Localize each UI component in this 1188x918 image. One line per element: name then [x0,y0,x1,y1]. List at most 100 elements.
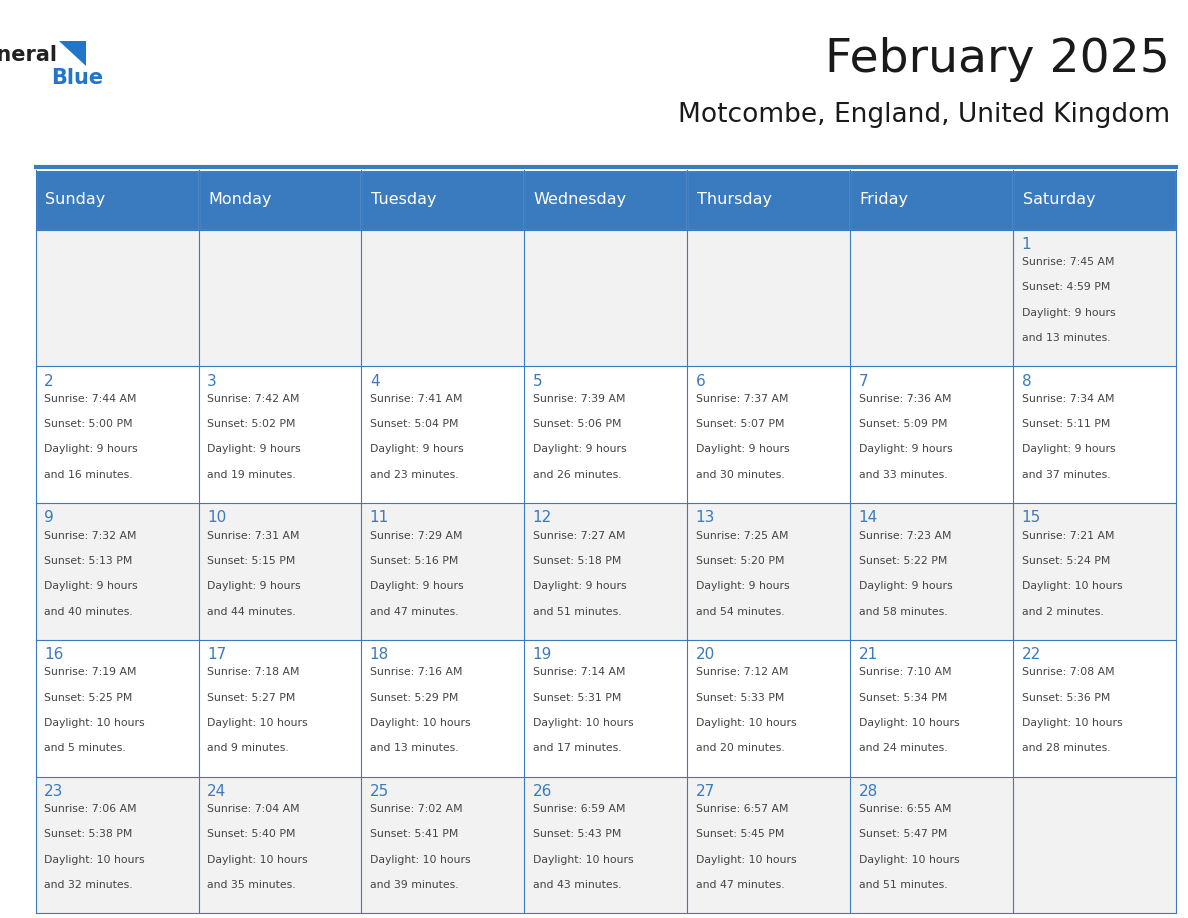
Text: 26: 26 [532,784,552,799]
Text: Sunrise: 7:08 AM: Sunrise: 7:08 AM [1022,667,1114,677]
Text: Sunrise: 7:23 AM: Sunrise: 7:23 AM [859,531,952,541]
Text: Sunset: 5:29 PM: Sunset: 5:29 PM [369,693,459,702]
Text: Sunrise: 7:14 AM: Sunrise: 7:14 AM [532,667,625,677]
Text: and 30 minutes.: and 30 minutes. [696,470,784,480]
Text: and 23 minutes.: and 23 minutes. [369,470,459,480]
Text: General: General [0,45,57,65]
Text: 13: 13 [696,510,715,525]
Text: Wednesday: Wednesday [533,192,627,207]
Bar [36,640,198,777]
Text: Daylight: 10 hours: Daylight: 10 hours [44,855,145,865]
Text: and 19 minutes.: and 19 minutes. [207,470,296,480]
Text: Daylight: 10 hours: Daylight: 10 hours [532,718,633,728]
Text: Sunrise: 6:57 AM: Sunrise: 6:57 AM [696,804,788,814]
Polygon shape [59,41,86,66]
Text: and 40 minutes.: and 40 minutes. [44,607,133,617]
Text: Sunrise: 7:02 AM: Sunrise: 7:02 AM [369,804,462,814]
Text: Daylight: 10 hours: Daylight: 10 hours [207,855,308,865]
Text: Sunrise: 7:19 AM: Sunrise: 7:19 AM [44,667,137,677]
Text: 7: 7 [859,374,868,388]
Text: and 35 minutes.: and 35 minutes. [207,880,296,890]
Text: Daylight: 9 hours: Daylight: 9 hours [532,581,626,591]
Text: Sunset: 5:20 PM: Sunset: 5:20 PM [696,556,784,565]
Text: 12: 12 [532,510,552,525]
Text: and 43 minutes.: and 43 minutes. [532,880,621,890]
Text: Thursday: Thursday [697,192,772,207]
Text: 2: 2 [44,374,53,388]
Text: Sunset: 5:43 PM: Sunset: 5:43 PM [532,830,621,839]
Text: Daylight: 9 hours: Daylight: 9 hours [44,444,138,454]
Bar [361,777,524,913]
Text: and 13 minutes.: and 13 minutes. [1022,333,1110,343]
Bar [524,640,688,777]
Text: Daylight: 10 hours: Daylight: 10 hours [369,855,470,865]
Bar [198,230,361,366]
Text: Sunset: 5:16 PM: Sunset: 5:16 PM [369,556,459,565]
Text: Sunset: 4:59 PM: Sunset: 4:59 PM [1022,283,1110,292]
Text: and 2 minutes.: and 2 minutes. [1022,607,1104,617]
Text: Sunset: 5:18 PM: Sunset: 5:18 PM [532,556,621,565]
Text: Daylight: 10 hours: Daylight: 10 hours [859,718,959,728]
Text: Sunset: 5:31 PM: Sunset: 5:31 PM [532,693,621,702]
Text: Daylight: 10 hours: Daylight: 10 hours [1022,581,1123,591]
Text: Sunset: 5:04 PM: Sunset: 5:04 PM [369,420,459,429]
Text: 17: 17 [207,647,226,662]
Text: and 5 minutes.: and 5 minutes. [44,744,126,754]
Text: Sunset: 5:47 PM: Sunset: 5:47 PM [859,830,947,839]
Text: Sunrise: 7:41 AM: Sunrise: 7:41 AM [369,394,462,404]
Text: 20: 20 [696,647,715,662]
Text: 15: 15 [1022,510,1041,525]
Bar [1013,366,1176,503]
Text: Daylight: 10 hours: Daylight: 10 hours [696,855,796,865]
Text: Sunrise: 7:32 AM: Sunrise: 7:32 AM [44,531,137,541]
Text: Blue: Blue [51,68,103,88]
Bar [688,230,851,366]
Bar [198,170,361,230]
Bar [851,503,1013,640]
Text: Daylight: 9 hours: Daylight: 9 hours [1022,444,1116,454]
Bar [361,230,524,366]
Text: 25: 25 [369,784,388,799]
Bar [36,170,198,230]
Bar [36,777,198,913]
Bar [688,366,851,503]
Text: 10: 10 [207,510,226,525]
Text: Daylight: 9 hours: Daylight: 9 hours [696,581,789,591]
Text: Daylight: 9 hours: Daylight: 9 hours [859,581,953,591]
Text: Sunrise: 7:12 AM: Sunrise: 7:12 AM [696,667,788,677]
Bar [688,503,851,640]
Bar [688,777,851,913]
Text: Daylight: 9 hours: Daylight: 9 hours [369,581,463,591]
Text: February 2025: February 2025 [826,37,1170,83]
Text: and 17 minutes.: and 17 minutes. [532,744,621,754]
Bar [198,366,361,503]
Bar [36,366,198,503]
Bar [1013,230,1176,366]
Text: Sunrise: 7:39 AM: Sunrise: 7:39 AM [532,394,625,404]
Text: Daylight: 10 hours: Daylight: 10 hours [859,855,959,865]
Text: and 37 minutes.: and 37 minutes. [1022,470,1110,480]
Text: Daylight: 9 hours: Daylight: 9 hours [859,444,953,454]
Text: Sunrise: 7:37 AM: Sunrise: 7:37 AM [696,394,788,404]
Text: 3: 3 [207,374,216,388]
Bar [524,366,688,503]
Text: Sunset: 5:07 PM: Sunset: 5:07 PM [696,420,784,429]
Text: Sunset: 5:40 PM: Sunset: 5:40 PM [207,830,296,839]
Text: Sunrise: 6:55 AM: Sunrise: 6:55 AM [859,804,952,814]
Text: and 44 minutes.: and 44 minutes. [207,607,296,617]
Text: Sunrise: 7:42 AM: Sunrise: 7:42 AM [207,394,299,404]
Text: Sunset: 5:15 PM: Sunset: 5:15 PM [207,556,296,565]
Text: Tuesday: Tuesday [371,192,436,207]
Text: Sunset: 5:27 PM: Sunset: 5:27 PM [207,693,296,702]
Bar [361,170,524,230]
Text: Sunset: 5:09 PM: Sunset: 5:09 PM [859,420,947,429]
Text: Sunrise: 7:27 AM: Sunrise: 7:27 AM [532,531,625,541]
Bar [524,230,688,366]
Text: Sunrise: 7:21 AM: Sunrise: 7:21 AM [1022,531,1114,541]
Text: Sunset: 5:06 PM: Sunset: 5:06 PM [532,420,621,429]
Text: and 51 minutes.: and 51 minutes. [859,880,947,890]
Bar [851,777,1013,913]
Bar [524,170,688,230]
Text: Sunrise: 7:44 AM: Sunrise: 7:44 AM [44,394,137,404]
Text: 14: 14 [859,510,878,525]
